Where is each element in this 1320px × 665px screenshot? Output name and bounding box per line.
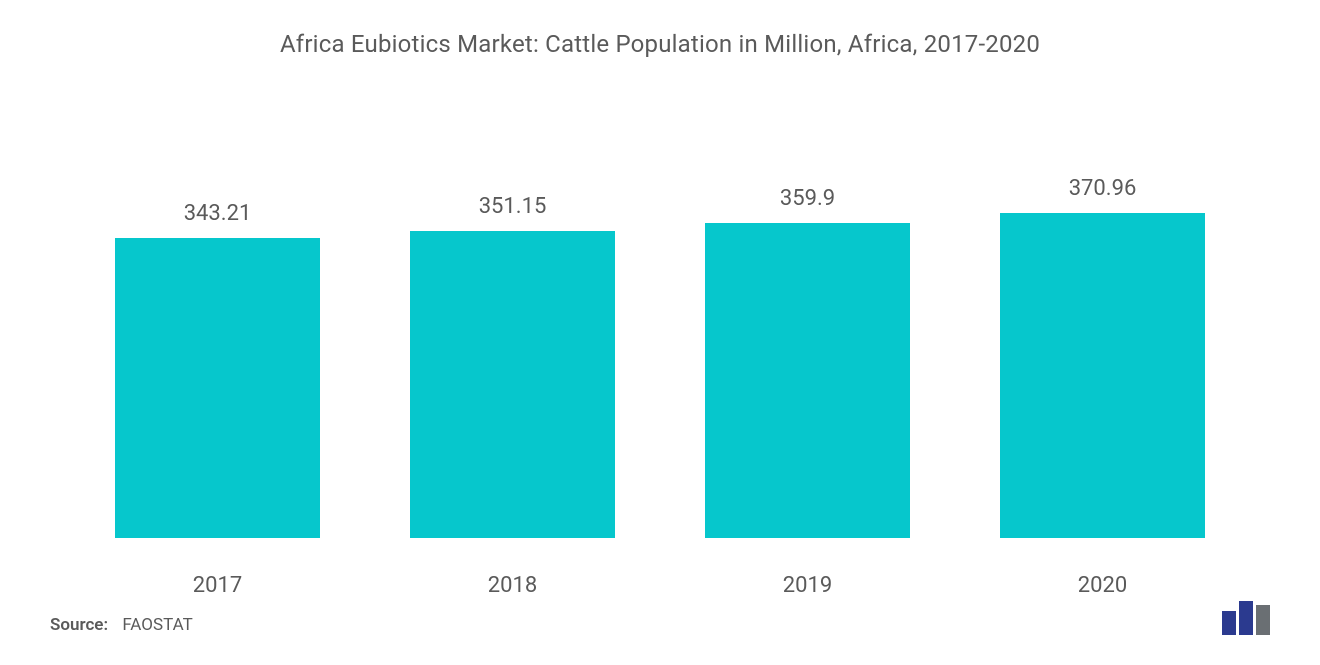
bar-column: 370.96: [993, 176, 1213, 538]
bar-column: 359.9: [698, 186, 918, 538]
logo-bar: [1239, 601, 1253, 635]
logo-bar: [1222, 611, 1236, 635]
source-citation: Source: FAOSTAT: [50, 615, 193, 635]
x-axis-label: 2018: [403, 573, 623, 598]
bars-row: 343.21 351.15 359.9 370.96: [70, 118, 1250, 538]
x-axis-label: 2020: [993, 573, 1213, 598]
bar-value-label: 359.9: [780, 186, 835, 211]
bar-value-label: 370.96: [1069, 176, 1137, 201]
logo-bar: [1256, 605, 1270, 635]
x-axis-labels: 2017 2018 2019 2020: [70, 573, 1250, 598]
x-axis-label: 2019: [698, 573, 918, 598]
source-label: Source:: [50, 615, 108, 635]
bar: [705, 223, 910, 538]
bar: [410, 231, 615, 538]
source-value: FAOSTAT: [122, 615, 192, 635]
bar-column: 343.21: [108, 201, 328, 538]
plot-area: 343.21 351.15 359.9 370.96 2017 2018 2019 2020: [50, 118, 1270, 598]
brand-logo-icon: [1222, 601, 1270, 635]
chart-container: Africa Eubiotics Market: Cattle Populati…: [0, 0, 1320, 665]
bar: [1000, 213, 1205, 538]
x-axis-label: 2017: [108, 573, 328, 598]
bar-column: 351.15: [403, 194, 623, 538]
bar-value-label: 351.15: [479, 194, 547, 219]
chart-title: Africa Eubiotics Market: Cattle Populati…: [50, 30, 1270, 58]
bar-value-label: 343.21: [184, 201, 252, 226]
bar: [115, 238, 320, 538]
chart-footer: Source: FAOSTAT: [50, 601, 1270, 635]
